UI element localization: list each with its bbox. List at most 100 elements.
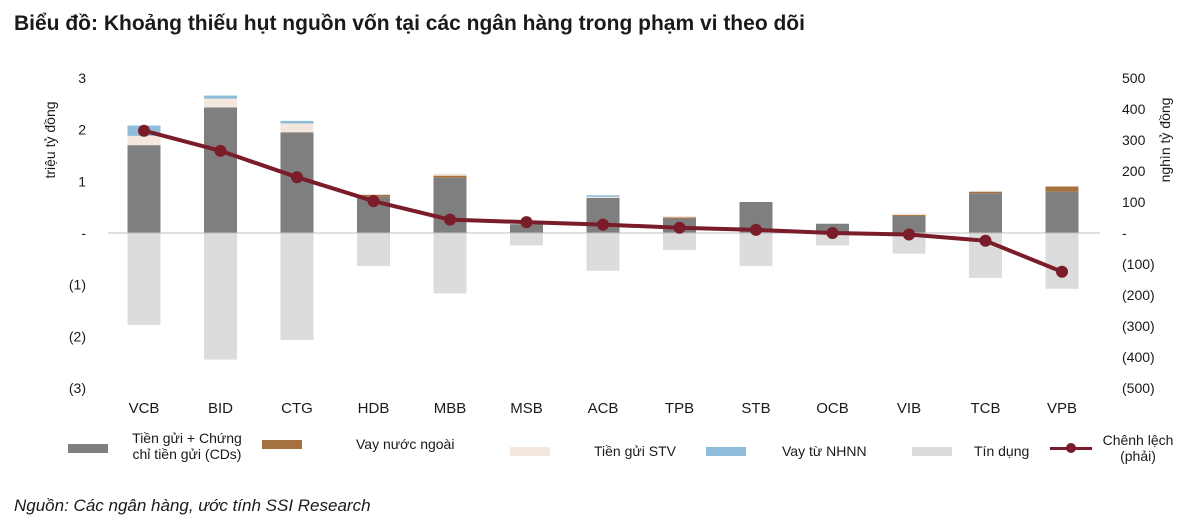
y2-tick-label: (300)	[1122, 318, 1155, 334]
gap-point-vcb	[138, 124, 150, 137]
x-tick-label: OCB	[816, 400, 849, 417]
legend-swatch-deposits	[68, 443, 108, 453]
bar-credit-acb	[586, 233, 620, 271]
x-axis-labels: VCB BID CTG HDB MBB MSB ACB TPB STB OCB VIB TCB VPB	[129, 400, 1077, 417]
x-tick-label: MBB	[434, 400, 467, 417]
bar-credit-vcb	[127, 233, 161, 325]
y2-tick-label: 200	[1122, 163, 1146, 179]
bar-credit-bid	[204, 233, 237, 360]
bar-foreign-tcb	[969, 191, 1002, 194]
gap-point-msb	[520, 216, 533, 229]
gap-point-tpb	[673, 221, 686, 234]
legend-swatch-gap	[1050, 442, 1092, 454]
legend: Tiền gửi + Chứng chỉ tiền gửi (CDs) Vay …	[0, 430, 1200, 470]
bar-interbank-ocb	[816, 223, 849, 224]
gap-point-mbb	[444, 213, 456, 226]
y-axis-ticks: 3 2 1 - (1) (2) (3)	[69, 70, 86, 396]
legend-item-sbv: Vay từ NHNN	[706, 443, 867, 459]
bar-credit-ocb	[816, 233, 849, 246]
x-tick-label: VPB	[1047, 400, 1077, 417]
y2-tick-label: -	[1122, 225, 1127, 241]
gap-point-ocb	[826, 227, 839, 239]
bar-credit-vpb	[1045, 233, 1079, 289]
gap-point-bid	[214, 144, 227, 157]
bar-sbv-acb	[586, 195, 620, 197]
bar-credit-vib	[892, 233, 926, 254]
legend-item-gap: Chênh lệch (phải)	[1050, 432, 1176, 464]
bar-deposits-vib	[892, 215, 926, 233]
y-tick-label: (2)	[69, 328, 86, 344]
bar-foreign-vpb	[1045, 186, 1079, 192]
chart-canvas: triệu tỷ đồng nghìn tỷ đồng 3 2 1 - (1) (2) (3…	[42, 70, 1173, 417]
bar-interbank-tpb	[663, 215, 696, 218]
gap-line-group	[138, 124, 1068, 278]
bar-credit-tpb	[663, 233, 696, 251]
y2-tick-label: 100	[1122, 194, 1146, 210]
gap-point-tcb	[979, 234, 992, 247]
x-tick-label: CTG	[281, 400, 313, 417]
x-tick-label: BID	[208, 400, 233, 417]
bar-sbv-bid	[204, 95, 237, 99]
y-tick-label: 2	[78, 122, 86, 138]
y2-tick-label: (200)	[1122, 287, 1155, 303]
legend-label-foreign: Vay nước ngoài	[356, 436, 455, 452]
bar-credit-msb	[510, 233, 543, 246]
legend-label-deposits: Tiền gửi + Chứng chỉ tiền gửi (CDs)	[132, 430, 242, 462]
y-tick-label: (3)	[69, 380, 86, 396]
bar-deposits-bid	[204, 107, 237, 233]
bar-interbank-mbb	[433, 173, 467, 176]
bar-deposits-vpb	[1045, 191, 1079, 233]
legend-item-foreign: Vay nước ngoài	[262, 436, 454, 452]
x-tick-label: MSB	[510, 400, 543, 417]
chart-title: Biểu đồ: Khoảng thiếu hụt nguồn vốn tại …	[14, 12, 805, 35]
x-tick-label: TCB	[971, 400, 1001, 417]
bar-deposits-tcb	[969, 193, 1002, 233]
legend-item-credit: Tín dụng	[912, 443, 1029, 459]
y-tick-label: 3	[78, 70, 86, 86]
legend-label-interbank: Tiền gửi STV	[594, 443, 676, 459]
bar-interbank-ctg	[280, 123, 314, 133]
bar-sbv-ctg	[280, 120, 314, 124]
y2-axis-label: nghìn tỷ đồng	[1157, 98, 1173, 183]
legend-label-sbv: Vay từ NHNN	[782, 443, 867, 459]
legend-swatch-foreign	[262, 439, 302, 449]
bar-deposits-vcb	[127, 145, 161, 233]
y-tick-label: 1	[78, 173, 86, 189]
y-tick-label: -	[81, 225, 86, 241]
x-tick-label: ACB	[588, 400, 619, 417]
bar-credit-hdb	[357, 233, 390, 267]
gap-point-acb	[597, 218, 609, 231]
bar-foreign-tpb	[663, 217, 696, 219]
y2-tick-label: 500	[1122, 70, 1146, 86]
x-tick-label: HDB	[358, 400, 390, 417]
x-tick-label: VIB	[897, 400, 921, 417]
y2-tick-label: (500)	[1122, 380, 1155, 396]
legend-swatch-interbank	[510, 446, 550, 456]
legend-swatch-credit	[912, 446, 952, 456]
y-axis-label: triệu tỷ đồng	[42, 101, 58, 178]
legend-swatch-sbv	[706, 446, 746, 456]
x-tick-label: TPB	[665, 400, 694, 417]
bar-credit-stb	[739, 233, 773, 267]
legend-label-credit: Tín dụng	[974, 443, 1030, 459]
bar-interbank-acb	[586, 196, 620, 198]
bar-foreign-mbb	[433, 175, 467, 178]
gap-point-vpb	[1056, 265, 1068, 278]
bar-interbank-bid	[204, 98, 237, 108]
bar-interbank-vcb	[127, 135, 161, 146]
x-tick-label: VCB	[129, 400, 160, 417]
legend-label-gap: Chênh lệch (phải)	[1102, 432, 1174, 464]
legend-item-deposits: Tiền gửi + Chứng chỉ tiền gửi (CDs)	[68, 430, 246, 462]
gap-point-ctg	[291, 171, 303, 184]
legend-item-interbank: Tiền gửi STV	[510, 443, 676, 459]
bar-deposits-msb	[510, 224, 543, 233]
gap-point-hdb	[367, 195, 380, 208]
source-note: Nguồn: Các ngân hàng, ước tính SSI Resea…	[14, 496, 371, 515]
gap-point-vib	[903, 228, 915, 241]
y2-axis-ticks: 500 400 300 200 100 - (100) (200) (300) (400) (500…	[1122, 70, 1155, 396]
y2-tick-label: (100)	[1122, 256, 1155, 272]
y-tick-label: (1)	[69, 277, 86, 293]
y2-tick-label: (400)	[1122, 349, 1155, 365]
bar-interbank-vib	[892, 213, 926, 215]
x-tick-label: STB	[741, 400, 770, 417]
